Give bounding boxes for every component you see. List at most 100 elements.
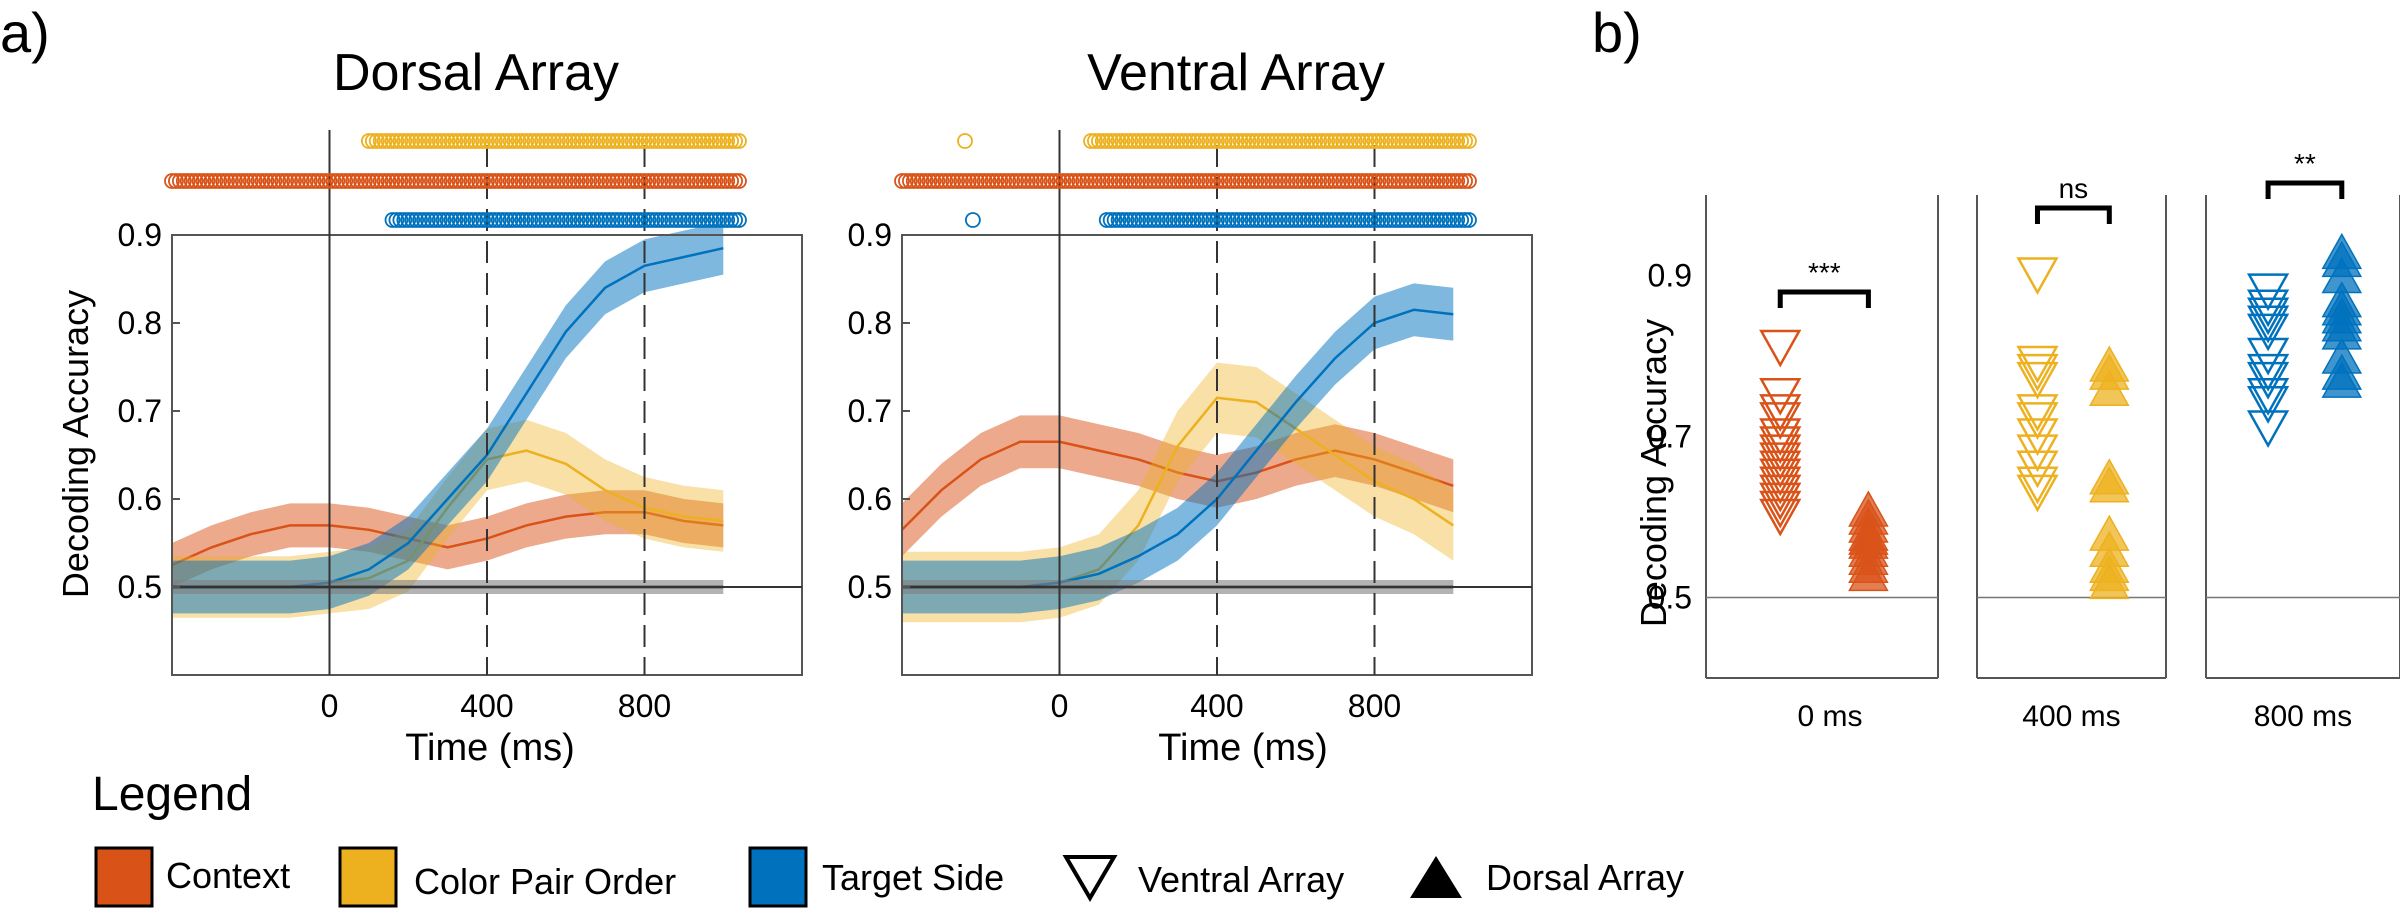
color_pair_order-significance-marker xyxy=(427,133,444,149)
context-significance-marker xyxy=(1185,173,1202,189)
color_pair_order-significance-marker xyxy=(400,133,417,149)
target_side-significance-marker xyxy=(1169,212,1186,228)
target_side-significance-marker xyxy=(1409,212,1426,228)
target_side-significance-marker xyxy=(1394,212,1410,228)
context-significance-marker xyxy=(1150,173,1166,189)
target_side-significance-marker xyxy=(396,212,413,228)
context-significance-marker xyxy=(660,173,677,189)
target_side-significance-marker xyxy=(490,212,507,228)
ventral-array-point xyxy=(1759,490,1802,529)
context-significance-marker xyxy=(234,173,251,189)
context-significance-marker xyxy=(1220,173,1237,189)
context-significance-marker xyxy=(1027,173,1044,189)
target_side-significance-marker xyxy=(632,212,649,228)
target_side-significance-marker xyxy=(703,212,720,228)
color_pair_order-significance-marker xyxy=(1201,133,1218,149)
context-significance-marker xyxy=(490,173,507,189)
color_pair_order-significance-marker xyxy=(668,133,684,149)
target_side-significance-marker xyxy=(565,212,582,228)
context-significance-marker xyxy=(506,173,523,189)
target_side-significance-marker xyxy=(589,212,606,228)
color_pair_order-significance-marker xyxy=(1083,133,1099,149)
context-significance-marker xyxy=(668,173,684,189)
dorsal-array-point xyxy=(2089,562,2130,600)
target_side-significance-marker xyxy=(664,212,680,228)
target_side-significance-marker xyxy=(656,212,673,228)
color_pair_order-significance-marker xyxy=(636,133,653,149)
color_pair_order-significance-marker xyxy=(376,133,393,149)
color_pair_order-significance-marker xyxy=(1236,133,1253,149)
context-significance-marker xyxy=(1216,173,1233,189)
context-significance-marker xyxy=(980,173,997,189)
context-significance-marker xyxy=(1031,173,1048,189)
target_side-significance-marker xyxy=(581,212,598,228)
context-significance-marker xyxy=(546,173,562,189)
ventral-array-point xyxy=(2246,410,2290,449)
color_pair_order-significance-marker xyxy=(660,133,677,149)
target_side-significance-marker xyxy=(384,212,401,228)
context-significance-marker xyxy=(1055,173,1072,189)
context-significance-marker xyxy=(1098,173,1115,189)
context-significance-marker xyxy=(549,173,566,189)
color_pair_order-significance-marker xyxy=(719,133,736,149)
context-significance-marker xyxy=(219,173,236,189)
context-significance-marker xyxy=(1358,173,1375,189)
ventral-array-point xyxy=(2246,305,2290,344)
color_pair_order-significance-marker xyxy=(404,133,421,149)
color_pair_order-significance-marker xyxy=(612,133,629,149)
color_pair_order-significance-marker xyxy=(553,133,570,149)
context-significance-marker xyxy=(1004,173,1021,189)
context-significance-marker xyxy=(447,173,464,189)
context-significance-marker xyxy=(636,173,653,189)
color_pair_order-significance-marker xyxy=(1181,133,1198,149)
context-significance-marker xyxy=(719,173,736,189)
target_side-significance-marker xyxy=(1457,212,1473,228)
context-significance-marker xyxy=(723,173,740,189)
context-significance-marker xyxy=(945,173,962,189)
context-significance-marker xyxy=(420,173,436,189)
target_side-significance-marker xyxy=(1216,212,1233,228)
color_pair_order-significance-marker xyxy=(597,133,614,149)
context-significance-marker xyxy=(435,173,452,189)
target_side-significance-marker xyxy=(1201,212,1218,228)
context-significance-marker xyxy=(652,173,669,189)
color_pair_order-significance-marker xyxy=(459,133,476,149)
target_side-significance-marker xyxy=(691,212,708,228)
context-significance-marker xyxy=(392,173,409,189)
context-significance-marker xyxy=(195,173,212,189)
context-significance-marker xyxy=(585,173,602,189)
target_side-significance-marker xyxy=(388,212,405,228)
color_pair_order-significance-marker xyxy=(1205,133,1221,149)
target_side-significance-marker xyxy=(1260,212,1277,228)
legend-marker-dorsal-array xyxy=(1410,856,1462,898)
target_side-significance-marker xyxy=(1370,212,1387,228)
target_side-significance-marker xyxy=(455,212,472,228)
ventral-array-plot: Ventral Array Time (ms) 0.5 0.6 0.7 0.8 0.9 0… xyxy=(848,44,1533,769)
context-significance-marker xyxy=(1417,173,1434,189)
target_side-significance-marker xyxy=(408,212,425,228)
target_side-significance-marker xyxy=(1354,212,1371,228)
context-significance-marker xyxy=(1461,173,1477,189)
color_pair_order-significance-marker xyxy=(423,133,440,149)
context-significance-marker xyxy=(518,173,535,189)
legend-swatch-target-side xyxy=(748,846,808,908)
color_pair_order-significance-marker xyxy=(1382,133,1399,149)
context-significance-marker xyxy=(683,173,700,189)
color_pair_order-significance-marker xyxy=(585,133,602,149)
target_side-significance-marker xyxy=(668,212,684,228)
context-significance-marker xyxy=(538,173,554,189)
context-significance-marker xyxy=(231,173,247,189)
context-significance-marker xyxy=(1071,173,1088,189)
context-significance-marker xyxy=(1413,173,1430,189)
panel-b-ylabel: Decoding Accuracy xyxy=(1633,319,1674,627)
context-significance-marker xyxy=(1256,173,1273,189)
x-tick-label: 0 xyxy=(321,688,339,724)
context-significance-marker xyxy=(321,173,338,189)
ventral-plot-title: Ventral Array xyxy=(1087,44,1385,102)
target_side-significance-marker xyxy=(597,212,614,228)
context-line xyxy=(171,510,724,567)
color_pair_order-significance-marker xyxy=(506,133,523,149)
target_side-significance-marker xyxy=(687,212,704,228)
target_side-significance-marker xyxy=(1228,212,1245,228)
target_side-significance-marker xyxy=(526,212,543,228)
